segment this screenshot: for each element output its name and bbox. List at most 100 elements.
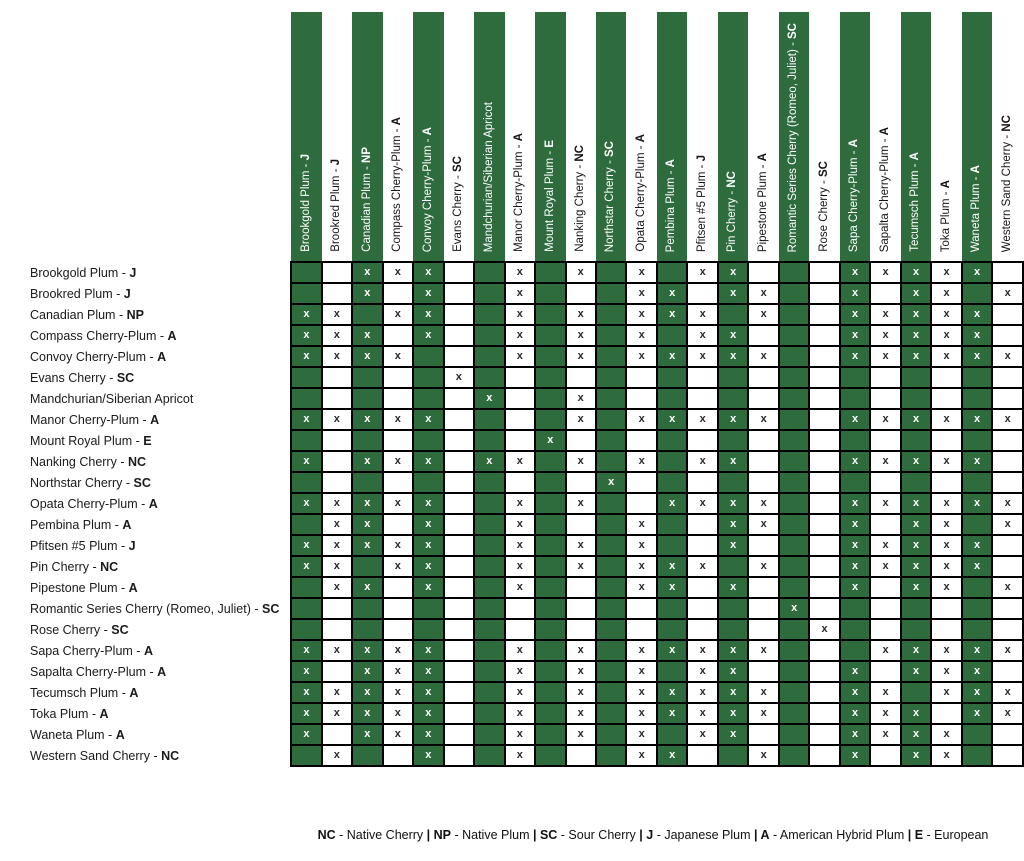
matrix-cell: x xyxy=(320,534,354,557)
matrix-cell: x xyxy=(351,576,384,599)
matrix-cell xyxy=(869,513,902,536)
legend-label: - Sour Cherry xyxy=(557,828,640,842)
matrix-cell xyxy=(991,597,1024,620)
variety-name: Tecumsch Plum - xyxy=(909,160,922,252)
variety-name: Waneta Plum - xyxy=(970,173,983,252)
column-header-label: Waneta Plum - A xyxy=(970,158,983,256)
matrix-cell xyxy=(716,597,750,620)
matrix-cell xyxy=(442,324,476,347)
matrix-cell xyxy=(960,366,994,389)
variety-code: A xyxy=(129,685,139,700)
matrix-cell xyxy=(808,450,841,473)
matrix-cell xyxy=(838,387,872,410)
column-header: Evans Cherry - SC xyxy=(443,12,475,262)
matrix-cell xyxy=(869,660,902,683)
matrix-cell: x xyxy=(625,723,658,746)
matrix-cell: x xyxy=(625,261,658,284)
matrix-cell: x xyxy=(655,639,689,662)
matrix-cell xyxy=(716,618,750,641)
variety-code: A xyxy=(848,138,861,148)
matrix-cell: x xyxy=(564,681,598,704)
matrix-cell xyxy=(747,471,780,494)
matrix-cell: x xyxy=(960,639,994,662)
matrix-cell xyxy=(351,303,384,326)
column-header-label: Pipestone Plum - A xyxy=(756,146,770,256)
matrix-cell: x xyxy=(503,723,537,746)
matrix-cell xyxy=(412,618,445,641)
matrix-cell xyxy=(808,345,841,368)
matrix-cell: x xyxy=(869,492,902,515)
variety-code: A xyxy=(421,126,434,136)
matrix-cell: x xyxy=(412,408,445,431)
variety-code: NC xyxy=(127,454,147,469)
variety-name: Nanking Cherry - xyxy=(573,161,586,252)
column-header-label: Tecumsch Plum - A xyxy=(909,145,922,256)
matrix-cell: x xyxy=(869,681,902,704)
matrix-cell xyxy=(473,471,506,494)
matrix-cell xyxy=(747,534,780,557)
matrix-cell: x xyxy=(381,681,415,704)
matrix-cell: x xyxy=(564,702,598,725)
variety-name: Mandchurian/Siberian Apricot xyxy=(30,391,194,406)
matrix-cell: x xyxy=(320,744,354,767)
matrix-cell: x xyxy=(503,282,537,305)
matrix-cell xyxy=(473,429,506,452)
variety-code: E xyxy=(143,433,152,448)
matrix-cell: x xyxy=(838,723,872,746)
table-row: Nanking Cherry - NC x x x x x x x x x x x x x x x xyxy=(30,450,1024,473)
matrix-cell xyxy=(777,639,811,662)
column-header-label: Nanking Cherry - NC xyxy=(573,138,587,256)
matrix-cell: x xyxy=(838,534,872,557)
variety-name: Pipestone Plum - xyxy=(756,161,769,252)
variety-code: NP xyxy=(126,307,144,322)
matrix-cell xyxy=(747,450,780,473)
variety-name: Toka Plum - xyxy=(939,188,952,252)
matrix-cell xyxy=(290,471,323,494)
matrix-cell: x xyxy=(503,576,537,599)
matrix-cell: x xyxy=(991,576,1024,599)
matrix-cell: x xyxy=(625,450,658,473)
matrix-cell xyxy=(716,387,750,410)
variety-code: A xyxy=(878,126,891,136)
matrix-cell xyxy=(686,471,719,494)
column-header-label: Sapalta Cherry-Plum - A xyxy=(878,120,892,256)
matrix-cell xyxy=(777,576,811,599)
matrix-cell xyxy=(747,723,780,746)
row-label: Sapa Cherry-Plum - A xyxy=(30,640,291,661)
matrix-cell: x xyxy=(320,576,354,599)
matrix-cell: x xyxy=(960,681,994,704)
matrix-cell: x xyxy=(503,303,537,326)
matrix-cell: x xyxy=(351,345,384,368)
matrix-cell: x xyxy=(625,681,658,704)
matrix-cell xyxy=(899,429,933,452)
matrix-cell xyxy=(533,618,567,641)
variety-code: SC xyxy=(452,156,465,173)
matrix-cell xyxy=(351,618,384,641)
matrix-cell: x xyxy=(351,492,384,515)
matrix-cell xyxy=(473,492,506,515)
matrix-cell xyxy=(777,282,811,305)
variety-code: A xyxy=(115,727,125,742)
matrix-cell xyxy=(930,471,963,494)
matrix-cell xyxy=(747,618,780,641)
matrix-cell: x xyxy=(930,555,963,578)
matrix-cell xyxy=(533,408,567,431)
variety-code: J xyxy=(299,154,312,161)
column-header: Tecumsch Plum - A xyxy=(900,12,932,262)
matrix-cell: x xyxy=(351,513,384,536)
matrix-cell xyxy=(351,597,384,620)
matrix-cell xyxy=(991,723,1024,746)
matrix-cell xyxy=(625,597,658,620)
column-header: Mandchurian/Siberian Apricot xyxy=(474,12,505,262)
matrix-cell xyxy=(320,429,354,452)
matrix-cell: x xyxy=(930,408,963,431)
matrix-cell: x xyxy=(412,723,445,746)
row-label: Sapalta Cherry-Plum - A xyxy=(30,661,291,682)
matrix-cell: x xyxy=(991,702,1024,725)
matrix-cell: x xyxy=(747,681,780,704)
matrix-cell xyxy=(442,555,476,578)
matrix-cell: x xyxy=(899,555,933,578)
